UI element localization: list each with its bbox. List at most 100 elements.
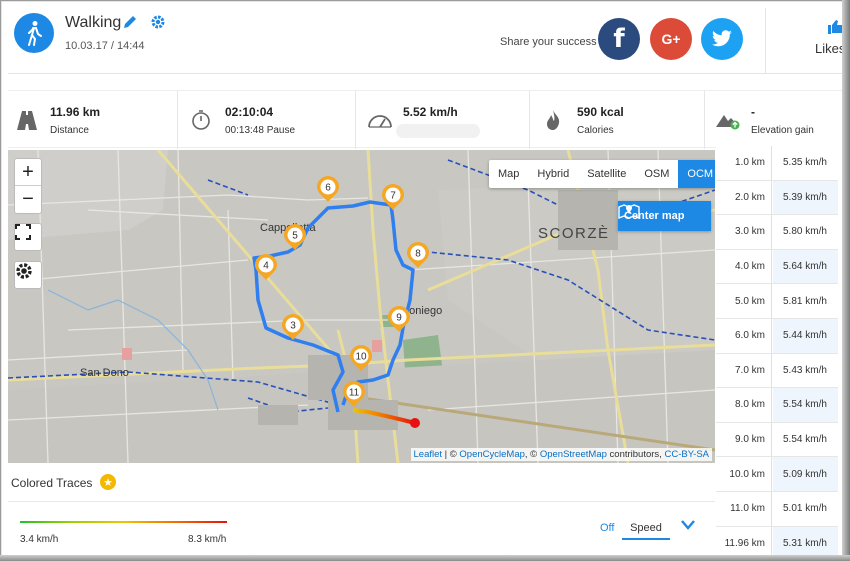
thumbs-up-icon[interactable] xyxy=(828,20,844,34)
map-settings-button[interactable] xyxy=(14,261,42,289)
colored-traces-panel: Colored Traces ★ 3.4 km/h 8.3 km/h Off S… xyxy=(8,468,715,554)
split-speed: 5.01 km/h xyxy=(783,503,827,515)
split-distance: 8.0 km xyxy=(716,388,772,422)
marker-number: 7 xyxy=(390,191,396,202)
route-marker[interactable]: 9 xyxy=(388,306,410,332)
stat-value: 590 kcal xyxy=(577,105,624,119)
split-distance: 11.0 km xyxy=(716,492,772,526)
split-speed: 5.31 km/h xyxy=(773,526,838,561)
marker-face xyxy=(391,309,407,325)
twitter-icon xyxy=(712,30,732,47)
split-row: 2.0 km 5.39 km/h xyxy=(716,180,838,216)
leaflet-link[interactable]: Leaflet xyxy=(413,449,443,460)
split-speed: 5.54 km/h xyxy=(773,388,838,422)
place-label-moniego: Moniego xyxy=(400,305,442,317)
colored-traces-title: Colored Traces xyxy=(11,476,93,490)
split-row: 7.0 km 5.43 km/h xyxy=(716,353,838,389)
split-row: 4.0 km 5.64 km/h xyxy=(716,249,838,285)
opencyclemap-link[interactable]: OpenCycleMap xyxy=(459,449,525,460)
speed-min-label: 3.4 km/h xyxy=(20,534,59,545)
divider xyxy=(8,501,715,502)
trace-off-option[interactable]: Off xyxy=(600,522,615,534)
fullscreen-button[interactable] xyxy=(14,223,42,251)
gear-icon xyxy=(16,263,32,279)
stat-label: Calories xyxy=(577,125,614,136)
stat-label: Distance xyxy=(50,125,89,136)
layer-ocm[interactable]: OCM xyxy=(678,160,715,188)
split-speed: 5.54 km/h xyxy=(783,434,827,446)
stat-duration: 02:10:04 00:13:48 Pause xyxy=(178,91,356,149)
stopwatch-icon xyxy=(190,109,212,131)
activity-title: Walking xyxy=(65,14,122,31)
split-distance: 10.0 km xyxy=(716,457,772,491)
chevron-down-icon[interactable] xyxy=(680,518,696,532)
split-distance: 7.0 km xyxy=(716,353,772,388)
layer-satellite[interactable]: Satellite xyxy=(587,168,627,180)
road-icon xyxy=(16,109,38,131)
route-marker[interactable]: 3 xyxy=(282,314,304,340)
facebook-share-button[interactable]: f xyxy=(598,18,640,60)
marker-number: 3 xyxy=(290,321,296,332)
split-speed: 5.64 km/h xyxy=(773,249,838,284)
route-marker[interactable]: 4 xyxy=(255,254,277,280)
split-speed: 5.35 km/h xyxy=(783,157,827,169)
map-attribution: Leaflet | © OpenCycleMap, © OpenStreetMa… xyxy=(410,448,712,461)
map-pin-icon xyxy=(618,204,640,219)
split-distance: 11.96 km xyxy=(716,526,772,561)
split-speed: 5.43 km/h xyxy=(783,364,827,376)
speedometer-icon xyxy=(366,109,394,131)
split-distance: 4.0 km xyxy=(716,249,772,284)
attribution-text: contributors, xyxy=(606,449,665,460)
zoom-out-button[interactable]: − xyxy=(22,188,34,210)
speed-max-label: 8.3 km/h xyxy=(188,534,227,545)
place-label-san-dono: San Dono xyxy=(80,367,129,379)
split-distance: 5.0 km xyxy=(716,284,772,318)
split-speed: 5.81 km/h xyxy=(783,295,827,307)
marker-face xyxy=(346,384,362,400)
trace-speed-option[interactable]: Speed xyxy=(622,522,670,540)
route-marker[interactable]: 7 xyxy=(382,184,404,210)
google-plus-icon: G+ xyxy=(661,31,681,47)
zoom-in-button[interactable]: + xyxy=(15,159,41,186)
header-divider xyxy=(765,8,766,74)
walking-icon xyxy=(14,13,54,53)
layer-osm[interactable]: OSM xyxy=(644,168,670,180)
marker-number: 5 xyxy=(292,231,298,242)
likes-label[interactable]: Likes xyxy=(815,41,846,56)
edit-icon[interactable] xyxy=(122,14,138,30)
stat-label: 00:13:48 Pause xyxy=(225,125,296,136)
settings-icon[interactable] xyxy=(150,14,166,30)
route-marker[interactable]: 10 xyxy=(350,345,372,371)
layer-map[interactable]: Map xyxy=(498,168,520,180)
activity-header: Walking 10.03.17 / 14:44 Share your succ… xyxy=(8,8,846,74)
marker-face xyxy=(410,245,426,261)
split-distance: 3.0 km xyxy=(716,215,772,249)
openstreetmap-link[interactable]: OpenStreetMap xyxy=(539,449,607,460)
route-speed-segment xyxy=(352,408,416,425)
marker-number: 10 xyxy=(355,352,367,363)
marker-face xyxy=(385,187,401,203)
layer-hybrid[interactable]: Hybrid xyxy=(537,168,570,180)
fullscreen-icon xyxy=(15,224,31,240)
split-row: 3.0 km 5.80 km/h xyxy=(716,215,838,250)
stat-calories: 590 kcal Calories xyxy=(530,91,705,149)
route-marker[interactable]: 5 xyxy=(284,224,306,250)
stats-bar: 11.96 km Distance 02:10:04 00:13:48 Paus… xyxy=(8,90,842,149)
split-distance: 1.0 km xyxy=(716,146,772,180)
star-icon: ★ xyxy=(100,474,116,490)
marker-face xyxy=(258,257,274,273)
google-plus-share-button[interactable]: G+ xyxy=(650,18,692,60)
split-row: 11.0 km 5.01 km/h xyxy=(716,492,838,527)
window-shadow-bottom xyxy=(0,555,850,561)
route-map[interactable]: Cappelletta SCORZÈ Moniego San Dono 3456… xyxy=(8,150,715,463)
marker-number: 4 xyxy=(263,261,269,272)
route-end-point[interactable] xyxy=(410,418,420,428)
license-link[interactable]: CC-BY-SA xyxy=(664,449,709,460)
route-marker[interactable]: 11 xyxy=(343,381,365,407)
route-marker[interactable]: 6 xyxy=(317,176,339,202)
twitter-share-button[interactable] xyxy=(701,18,743,60)
route-marker[interactable]: 8 xyxy=(407,242,429,268)
center-map-button[interactable]: Center map xyxy=(618,201,711,231)
share-label: Share your success xyxy=(500,36,597,48)
split-distance: 9.0 km xyxy=(716,422,772,457)
